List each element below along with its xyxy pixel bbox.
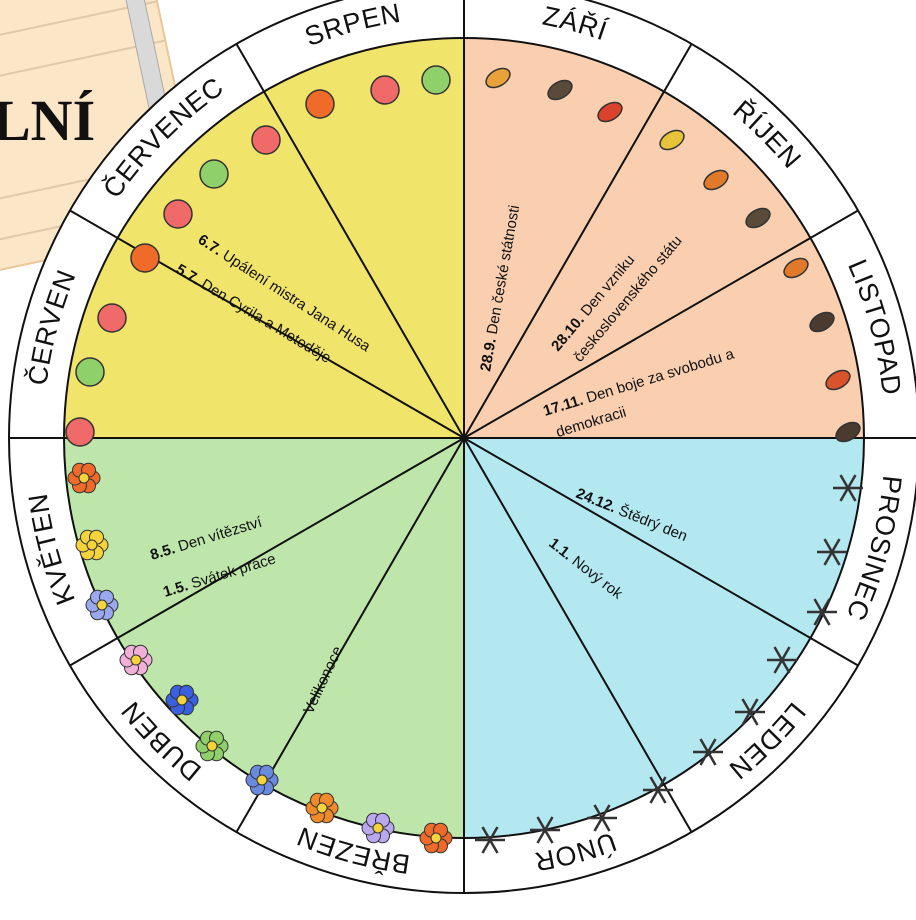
flower-icon xyxy=(86,539,98,551)
fruit-icon xyxy=(421,65,451,95)
snowflake-icon xyxy=(773,646,791,674)
leaf-icon xyxy=(547,79,573,101)
fruit-icon xyxy=(251,125,281,155)
flower-icon xyxy=(256,774,268,786)
season-sector xyxy=(464,438,864,838)
sectors xyxy=(8,0,916,894)
icons xyxy=(65,65,863,854)
snowflake-icon xyxy=(481,826,499,854)
snowflake-icon xyxy=(813,598,831,626)
flower-icon xyxy=(206,740,218,752)
season-sector xyxy=(64,38,464,438)
snowflake-icon xyxy=(536,816,554,844)
spoke xyxy=(69,437,465,667)
leaf-icon xyxy=(703,169,729,191)
snowflake-icon xyxy=(593,804,611,832)
event-date: 8.5. xyxy=(148,540,177,564)
fruit-icon xyxy=(163,199,193,229)
flower-icon xyxy=(372,822,384,834)
flower-icon xyxy=(96,599,108,611)
snowflake-icon xyxy=(823,538,841,566)
flower-icon xyxy=(78,472,90,484)
fruit-icon xyxy=(199,159,229,189)
flower-icon xyxy=(130,654,142,666)
fruit-icon xyxy=(75,357,105,387)
leaf-icon xyxy=(835,421,861,443)
leaf-icon xyxy=(809,311,835,333)
spoke xyxy=(463,43,693,439)
snowflake-icon xyxy=(699,738,717,766)
fruit-icon xyxy=(65,417,95,447)
flower-icon xyxy=(430,832,442,844)
spoke xyxy=(463,437,859,667)
flower-icon xyxy=(316,802,328,814)
fruit-icon xyxy=(305,89,335,119)
snowflake-icon xyxy=(649,776,667,804)
leaf-icon xyxy=(825,369,851,391)
leaf-icon xyxy=(783,257,809,279)
fruit-icon xyxy=(97,303,127,333)
leaf-icon xyxy=(485,67,511,89)
fruit-icon xyxy=(370,75,400,105)
flower-icon xyxy=(176,694,188,706)
leaf-icon xyxy=(597,101,623,123)
leaf-icon xyxy=(745,207,771,229)
snowflake-icon xyxy=(839,474,857,502)
event-date: 28.9. xyxy=(477,337,500,373)
spoke xyxy=(463,437,693,833)
spoke xyxy=(235,43,465,439)
season-sector xyxy=(64,438,464,838)
season-sector xyxy=(464,38,864,438)
spoke xyxy=(463,209,859,439)
snowflake-icon xyxy=(741,698,759,726)
event-date: 1.5. xyxy=(161,577,190,601)
spoke xyxy=(235,437,465,833)
fruit-icon xyxy=(130,243,160,273)
title: LNÍ xyxy=(0,88,95,153)
leaf-icon xyxy=(659,129,685,151)
